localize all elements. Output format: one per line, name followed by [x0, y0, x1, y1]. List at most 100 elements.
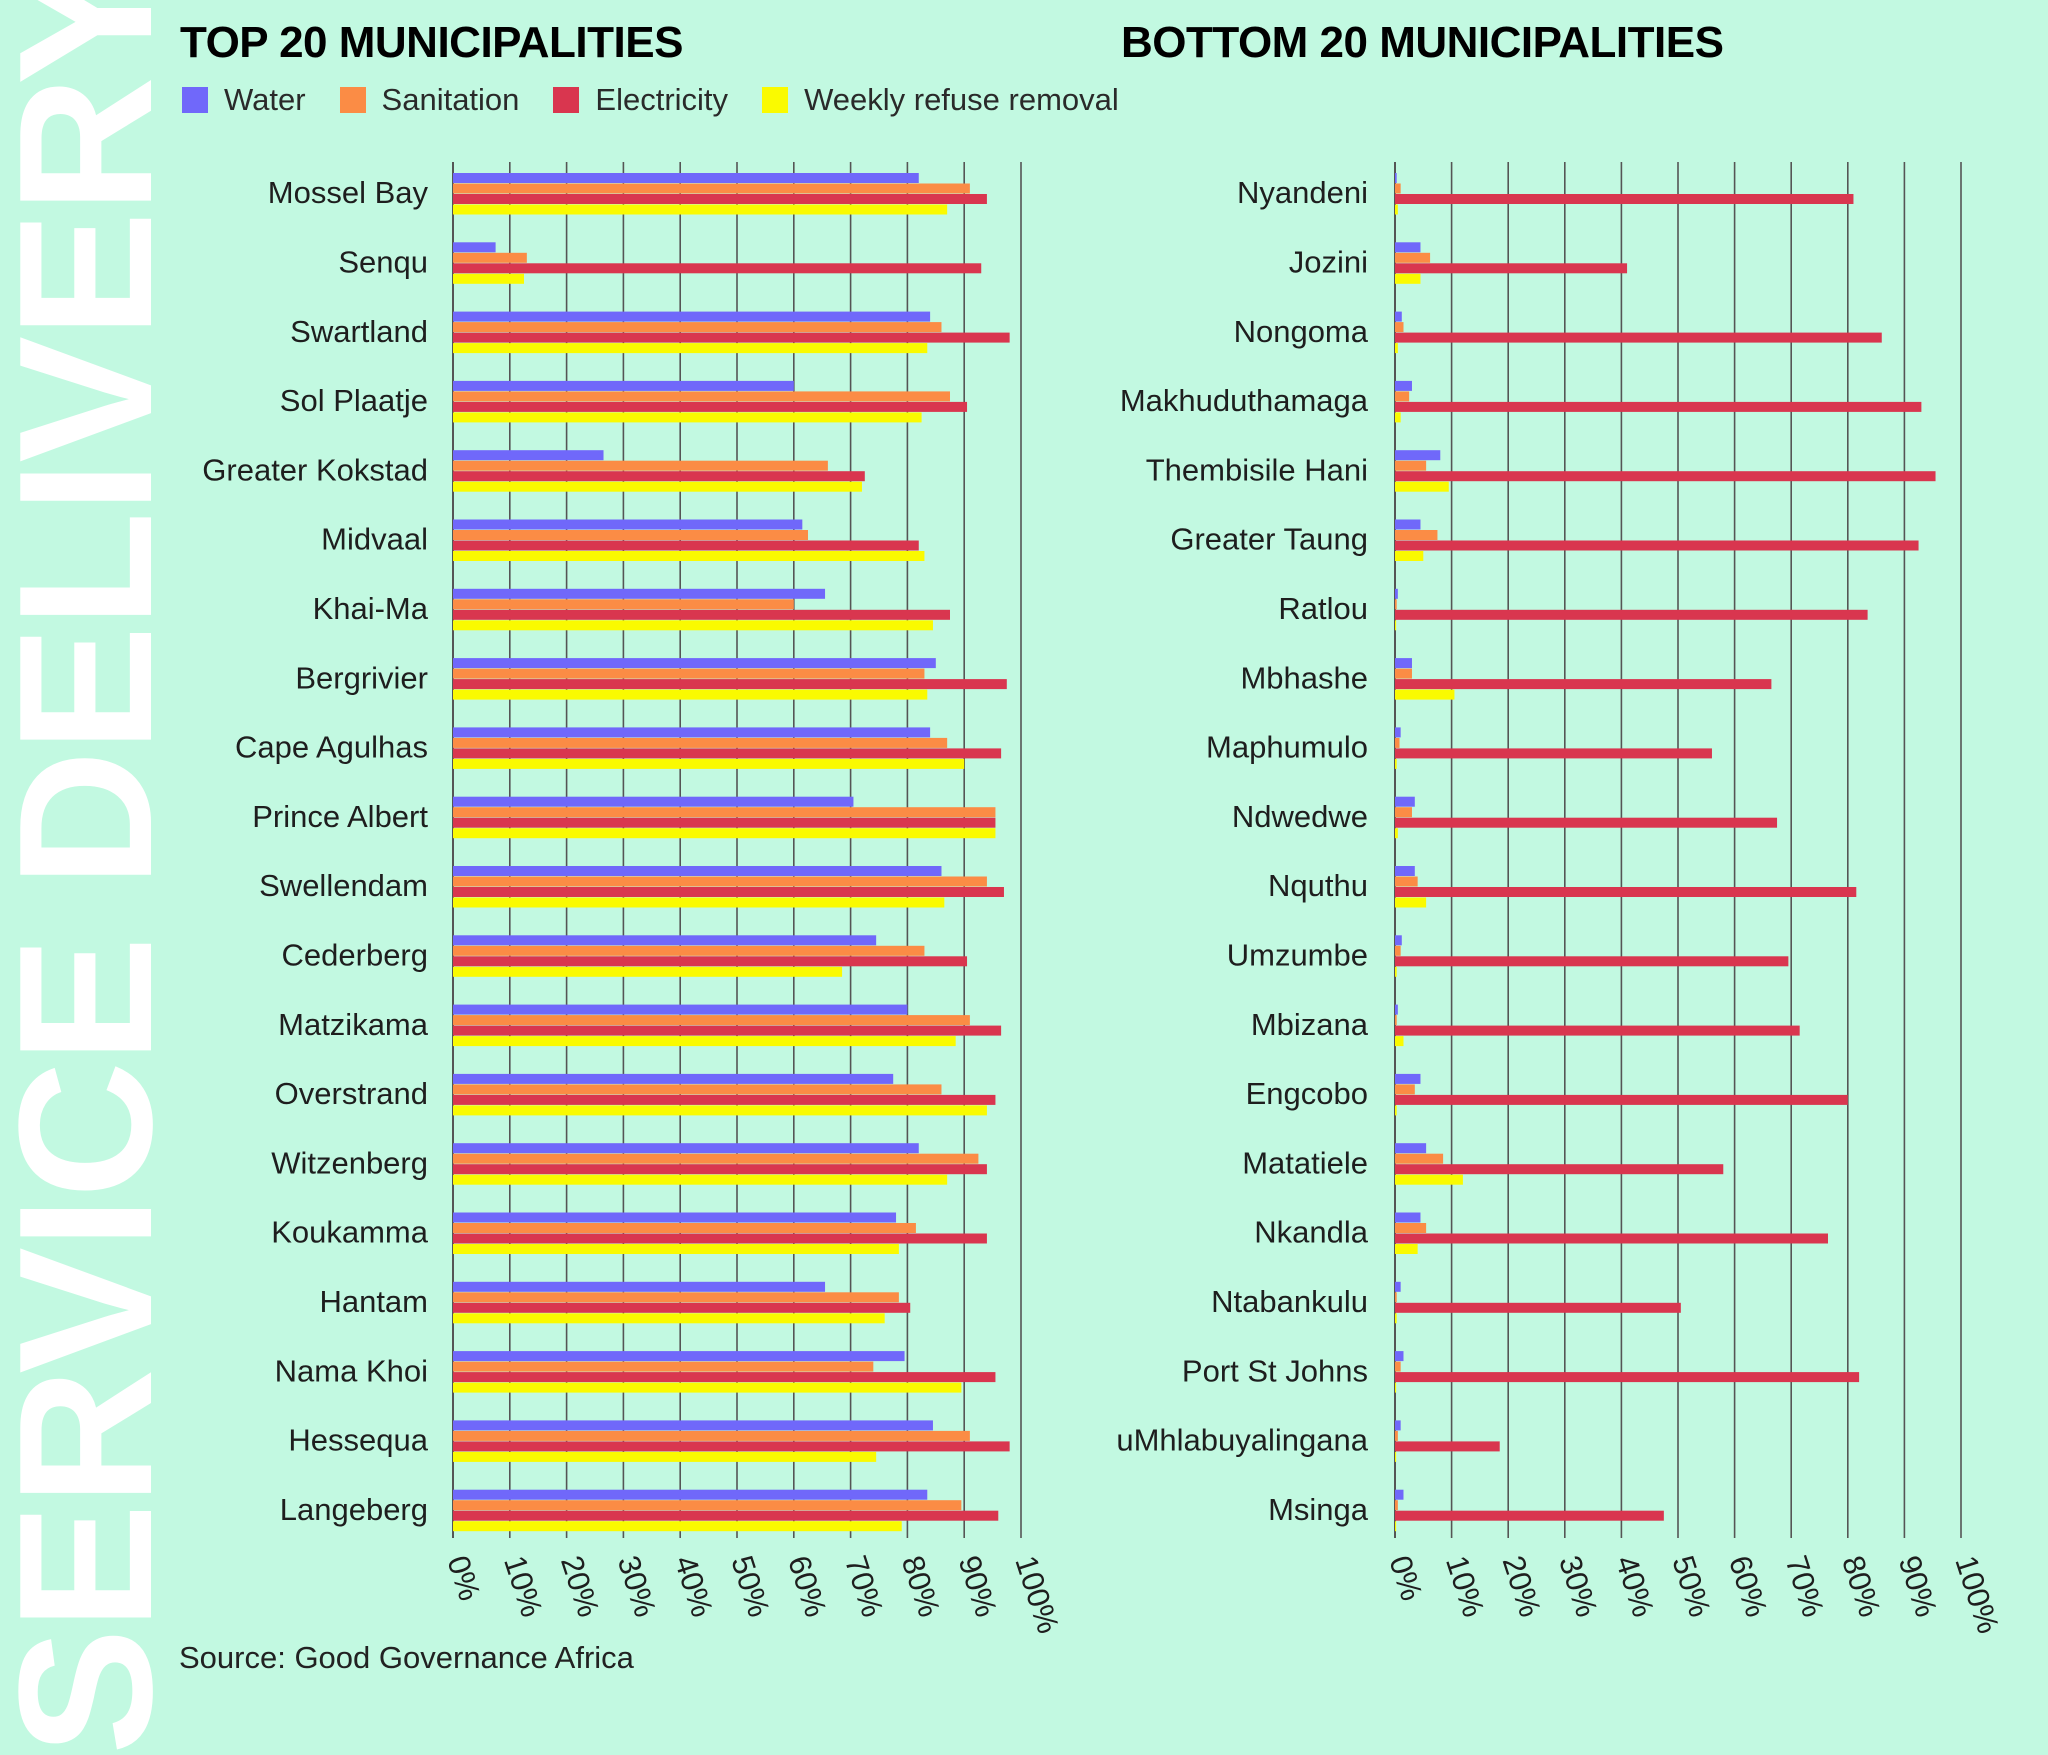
bottom-bar-electricity: [1395, 263, 1628, 274]
legend-label-sanitation: Sanitation: [381, 82, 520, 117]
bottom-tick-label: 0%: [1382, 1551, 1429, 1604]
bottom-bar-electricity: [1395, 1510, 1664, 1521]
top-bar-electricity: [453, 1025, 1002, 1036]
top-category-label: Hessequa: [288, 1423, 428, 1458]
bottom-bar-electricity: [1395, 540, 1919, 551]
bottom-bar-electricity: [1395, 956, 1789, 967]
top-category-label: Midvaal: [321, 522, 428, 557]
top-bar-sanitation: [453, 1430, 970, 1441]
top-category-label: Cape Agulhas: [235, 730, 428, 765]
legend-item-electricity: Electricity: [553, 82, 728, 118]
bottom-bar-electricity: [1395, 887, 1857, 897]
top-bar-electricity: [453, 332, 1010, 343]
bottom-bar-refuse: [1395, 1174, 1463, 1185]
top-bar-water: [453, 1143, 919, 1154]
top-tick-label: 70%: [838, 1551, 890, 1621]
top-bar-electricity: [453, 817, 996, 828]
bottom-bar-electricity: [1395, 332, 1882, 343]
bottom-bar-sanitation: [1395, 599, 1397, 610]
bottom-category-label: Ndwedwe: [1232, 799, 1368, 834]
top-category-label: Greater Kokstad: [202, 452, 428, 487]
bottom-bar-water: [1395, 658, 1412, 669]
top-bar-electricity: [453, 1441, 1010, 1452]
bottom-bar-water: [1395, 796, 1415, 807]
bottom-category-label: Mbizana: [1251, 1007, 1369, 1042]
top-bar-refuse: [453, 1382, 962, 1393]
top-tick-label: 80%: [895, 1551, 947, 1621]
top-bar-water: [453, 1004, 908, 1015]
top-category-label: Bergrivier: [295, 660, 428, 695]
bottom-bar-refuse: [1395, 689, 1455, 700]
top-bar-water: [453, 727, 931, 738]
top-bar-water: [453, 1281, 826, 1292]
top-category-label: Senqu: [338, 244, 428, 279]
bottom-bar-electricity: [1395, 1233, 1828, 1244]
top-bar-electricity: [453, 679, 1007, 690]
top-bar-electricity: [453, 748, 1002, 759]
bottom-bar-water: [1395, 519, 1421, 530]
top-tick-label: 10%: [497, 1551, 549, 1621]
bottom-bar-electricity: [1395, 748, 1712, 759]
top-category-label: Prince Albert: [252, 799, 428, 834]
legend-item-refuse: Weekly refuse removal: [762, 82, 1119, 118]
top-bar-electricity: [453, 471, 865, 482]
top-tick-label: 50%: [724, 1551, 776, 1621]
top-category-label: Nama Khoi: [275, 1353, 428, 1388]
top-bar-sanitation: [453, 737, 948, 748]
top-bar-refuse: [453, 758, 965, 769]
bottom-bar-sanitation: [1395, 807, 1412, 818]
top-tick-label: 60%: [781, 1551, 833, 1621]
top-bar-sanitation: [453, 1292, 899, 1303]
top-tick-label: 100%: [1008, 1551, 1066, 1637]
top-bar-sanitation: [453, 391, 950, 402]
top-tick-label: 0%: [440, 1551, 487, 1604]
top-bar-refuse: [453, 828, 996, 839]
bottom-category-label: Nquthu: [1268, 868, 1368, 903]
bottom-bar-refuse: [1395, 551, 1424, 561]
bottom-bar-electricity: [1395, 401, 1922, 412]
top-bar-refuse: [453, 1036, 956, 1047]
bottom-bar-sanitation: [1395, 1292, 1397, 1303]
bottom-bar-electricity: [1395, 817, 1778, 828]
top-bar-sanitation: [453, 668, 925, 679]
legend-swatch-sanitation: [339, 87, 366, 113]
bottom-bar-electricity: [1395, 471, 1936, 482]
top-bar-electricity: [453, 1094, 996, 1105]
bottom-category-label: Msinga: [1268, 1492, 1369, 1527]
top-bar-water: [453, 1212, 897, 1223]
bottom-tick-label: 50%: [1665, 1551, 1717, 1621]
top-bar-sanitation: [453, 945, 925, 956]
legend-item-sanitation: Sanitation: [339, 82, 520, 118]
top-bar-refuse: [453, 897, 945, 908]
top-bar-electricity: [453, 1233, 987, 1244]
top-bar-refuse: [453, 273, 524, 284]
legend-label-refuse: Weekly refuse removal: [804, 82, 1119, 117]
top-bar-sanitation: [453, 183, 970, 194]
legend-swatch-water: [182, 87, 208, 113]
top-bar-refuse: [453, 966, 843, 977]
top-category-label: Mossel Bay: [268, 175, 429, 210]
bottom-category-label: Mbhashe: [1240, 660, 1368, 695]
top-category-label: Cederberg: [282, 937, 428, 972]
top-bar-sanitation: [453, 1153, 979, 1164]
top-category-label: Sol Plaatje: [280, 383, 428, 418]
top-bar-sanitation: [453, 1015, 970, 1026]
top-bar-sanitation: [453, 807, 996, 818]
top-bar-refuse: [453, 481, 862, 492]
bottom-tick-label: 80%: [1835, 1551, 1887, 1621]
top-bar-electricity: [453, 1164, 987, 1175]
top-category-label: Koukamma: [271, 1215, 429, 1250]
top-bar-refuse: [453, 1244, 899, 1254]
bottom-category-label: Ratlou: [1278, 591, 1368, 626]
infographic: SERVICE DELIVERY TOP 20 MUNICIPALITIES B…: [0, 0, 2006, 1755]
top-bar-electricity: [453, 263, 982, 274]
bottom-bar-electricity: [1395, 1164, 1724, 1175]
top-bar-electricity: [453, 401, 968, 412]
top-category-label: Swellendam: [259, 868, 428, 903]
top-bar-sanitation: [453, 1084, 942, 1095]
top-bar-refuse: [453, 1451, 877, 1462]
bottom-bar-refuse: [1395, 412, 1401, 423]
bottom-category-label: Matatiele: [1242, 1145, 1368, 1180]
top-bar-sanitation: [453, 1361, 874, 1372]
legend-label-water: Water: [224, 82, 306, 117]
